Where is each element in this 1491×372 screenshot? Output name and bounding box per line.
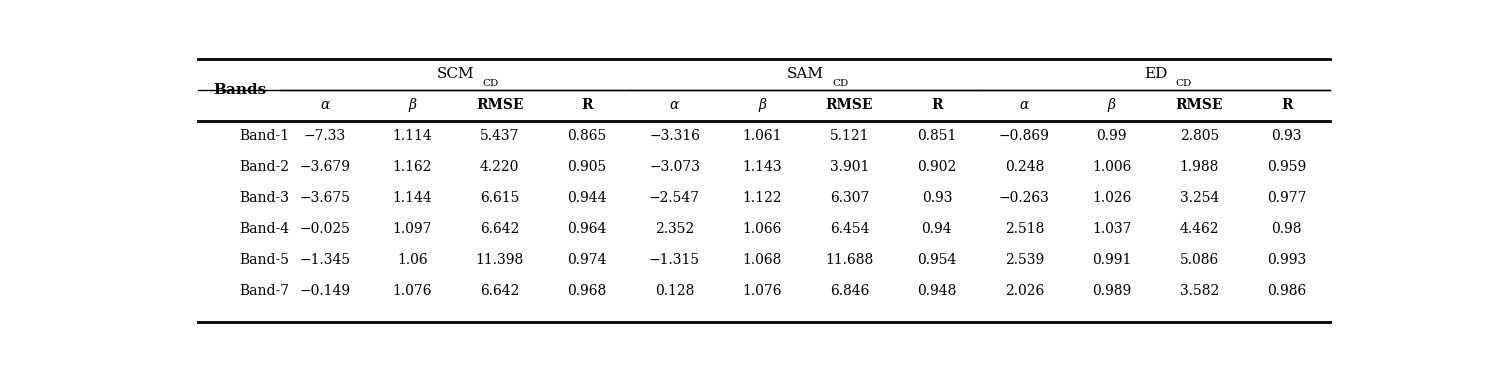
Text: 1.066: 1.066 <box>743 222 781 237</box>
Text: CD: CD <box>832 78 848 87</box>
Text: SAM: SAM <box>787 67 825 81</box>
Text: −3.073: −3.073 <box>649 160 701 174</box>
Text: 11.688: 11.688 <box>826 253 874 267</box>
Text: 0.948: 0.948 <box>917 285 957 298</box>
Text: −7.33: −7.33 <box>304 129 346 144</box>
Text: Bands: Bands <box>213 83 267 97</box>
Text: 1.162: 1.162 <box>392 160 432 174</box>
Text: −0.025: −0.025 <box>300 222 350 237</box>
Text: −0.149: −0.149 <box>300 285 350 298</box>
Text: β: β <box>409 99 416 112</box>
Text: 5.086: 5.086 <box>1179 253 1218 267</box>
Text: 0.851: 0.851 <box>917 129 957 144</box>
Text: 6.642: 6.642 <box>480 285 519 298</box>
Text: 0.986: 0.986 <box>1267 285 1306 298</box>
Text: 1.026: 1.026 <box>1091 192 1132 205</box>
Text: 0.991: 0.991 <box>1091 253 1132 267</box>
Text: 0.944: 0.944 <box>568 192 607 205</box>
Text: α: α <box>321 99 330 112</box>
Text: 1.076: 1.076 <box>392 285 432 298</box>
Text: 2.518: 2.518 <box>1005 222 1044 237</box>
Text: 1.122: 1.122 <box>743 192 781 205</box>
Text: 0.93: 0.93 <box>1272 129 1302 144</box>
Text: 0.902: 0.902 <box>917 160 957 174</box>
Text: 1.143: 1.143 <box>743 160 781 174</box>
Text: 1.144: 1.144 <box>392 192 432 205</box>
Text: 4.462: 4.462 <box>1179 222 1220 237</box>
Text: 5.437: 5.437 <box>480 129 519 144</box>
Text: 3.254: 3.254 <box>1179 192 1218 205</box>
Text: −0.869: −0.869 <box>999 129 1050 144</box>
Text: 0.93: 0.93 <box>921 192 953 205</box>
Text: 6.615: 6.615 <box>480 192 519 205</box>
Text: 3.582: 3.582 <box>1179 285 1218 298</box>
Text: 0.905: 0.905 <box>568 160 607 174</box>
Text: R: R <box>581 99 593 112</box>
Text: 0.977: 0.977 <box>1267 192 1306 205</box>
Text: 2.352: 2.352 <box>655 222 695 237</box>
Text: 1.06: 1.06 <box>397 253 428 267</box>
Text: 6.454: 6.454 <box>829 222 869 237</box>
Text: β: β <box>1108 99 1115 112</box>
Text: −2.547: −2.547 <box>649 192 701 205</box>
Text: −1.345: −1.345 <box>300 253 350 267</box>
Text: 6.846: 6.846 <box>830 285 869 298</box>
Text: −3.316: −3.316 <box>649 129 701 144</box>
Text: 3.901: 3.901 <box>830 160 869 174</box>
Text: 1.097: 1.097 <box>392 222 432 237</box>
Text: 0.959: 0.959 <box>1267 160 1306 174</box>
Text: RMSE: RMSE <box>476 99 523 112</box>
Text: α: α <box>669 99 680 112</box>
Text: α: α <box>1020 99 1029 112</box>
Text: 0.128: 0.128 <box>655 285 695 298</box>
Text: 11.398: 11.398 <box>476 253 523 267</box>
Text: 0.993: 0.993 <box>1267 253 1306 267</box>
Text: 0.98: 0.98 <box>1272 222 1302 237</box>
Text: Band-4: Band-4 <box>240 222 289 237</box>
Text: 0.865: 0.865 <box>568 129 607 144</box>
Text: 1.006: 1.006 <box>1091 160 1132 174</box>
Text: 0.954: 0.954 <box>917 253 957 267</box>
Text: 1.076: 1.076 <box>743 285 781 298</box>
Text: 6.642: 6.642 <box>480 222 519 237</box>
Text: 6.307: 6.307 <box>830 192 869 205</box>
Text: −3.679: −3.679 <box>300 160 350 174</box>
Text: Band-1: Band-1 <box>240 129 289 144</box>
Text: R: R <box>1281 99 1293 112</box>
Text: −3.675: −3.675 <box>300 192 350 205</box>
Text: R: R <box>932 99 942 112</box>
Text: CD: CD <box>1175 78 1191 87</box>
Text: 0.974: 0.974 <box>568 253 607 267</box>
Text: −1.315: −1.315 <box>649 253 701 267</box>
Text: Band-3: Band-3 <box>240 192 289 205</box>
Text: 2.539: 2.539 <box>1005 253 1044 267</box>
Text: 1.988: 1.988 <box>1179 160 1218 174</box>
Text: 0.989: 0.989 <box>1091 285 1132 298</box>
Text: 0.248: 0.248 <box>1005 160 1044 174</box>
Text: RMSE: RMSE <box>826 99 874 112</box>
Text: 0.964: 0.964 <box>568 222 607 237</box>
Text: 1.068: 1.068 <box>743 253 781 267</box>
Text: Band-7: Band-7 <box>240 285 289 298</box>
Text: 1.037: 1.037 <box>1091 222 1132 237</box>
Text: 2.026: 2.026 <box>1005 285 1044 298</box>
Text: 0.94: 0.94 <box>921 222 953 237</box>
Text: 1.061: 1.061 <box>743 129 781 144</box>
Text: 2.805: 2.805 <box>1179 129 1218 144</box>
Text: Band-5: Band-5 <box>240 253 289 267</box>
Text: −0.263: −0.263 <box>999 192 1050 205</box>
Text: ED: ED <box>1144 67 1167 81</box>
Text: 0.968: 0.968 <box>568 285 607 298</box>
Text: 0.99: 0.99 <box>1096 129 1127 144</box>
Text: CD: CD <box>483 78 499 87</box>
Text: RMSE: RMSE <box>1175 99 1223 112</box>
Text: SCM: SCM <box>437 67 474 81</box>
Text: 5.121: 5.121 <box>829 129 869 144</box>
Text: 1.114: 1.114 <box>392 129 432 144</box>
Text: 4.220: 4.220 <box>480 160 519 174</box>
Text: Band-2: Band-2 <box>240 160 289 174</box>
Text: β: β <box>757 99 766 112</box>
